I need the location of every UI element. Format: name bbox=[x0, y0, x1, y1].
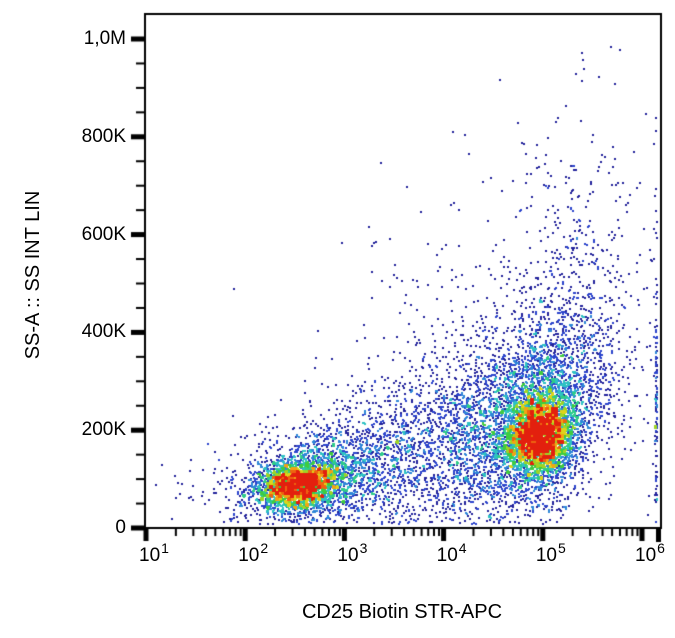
x-tick-label-10e6: 106 bbox=[618, 540, 675, 567]
x-tick-label-10e5: 105 bbox=[519, 540, 583, 567]
y-axis-label: SS-A :: SS INT LIN bbox=[22, 190, 44, 360]
x-axis-label: CD25 Biotin STR-APC bbox=[301, 601, 503, 623]
x-tick-base: 10 bbox=[337, 545, 359, 566]
x-tick-base: 10 bbox=[238, 545, 260, 566]
x-tick-label-10e3: 103 bbox=[320, 540, 384, 567]
x-tick-base: 10 bbox=[436, 545, 458, 566]
x-tick-exponent: 6 bbox=[657, 540, 665, 556]
y-tick-label-400K: 400K bbox=[81, 321, 126, 343]
x-tick-base: 10 bbox=[635, 545, 657, 566]
x-tick-label-10e2: 102 bbox=[221, 540, 285, 567]
x-tick-base: 10 bbox=[535, 545, 557, 566]
x-tick-exponent: 4 bbox=[458, 540, 467, 556]
x-tick-label-10e4: 104 bbox=[420, 540, 484, 567]
x-tick-label-10e1: 101 bbox=[122, 540, 186, 567]
y-tick-label-600K: 600K bbox=[81, 223, 126, 245]
y-tick-label-200K: 200K bbox=[81, 419, 126, 441]
x-tick-exponent: 3 bbox=[359, 540, 368, 556]
y-tick-label-1,0M: 1,0M bbox=[83, 28, 126, 49]
x-tick-exponent: 5 bbox=[557, 540, 566, 556]
x-tick-base: 10 bbox=[139, 545, 161, 566]
y-tick-label-800K: 800K bbox=[81, 125, 126, 147]
y-tick-label-0: 0 bbox=[115, 517, 126, 538]
x-tick-exponent: 2 bbox=[260, 540, 269, 556]
x-tick-exponent: 1 bbox=[161, 540, 169, 556]
